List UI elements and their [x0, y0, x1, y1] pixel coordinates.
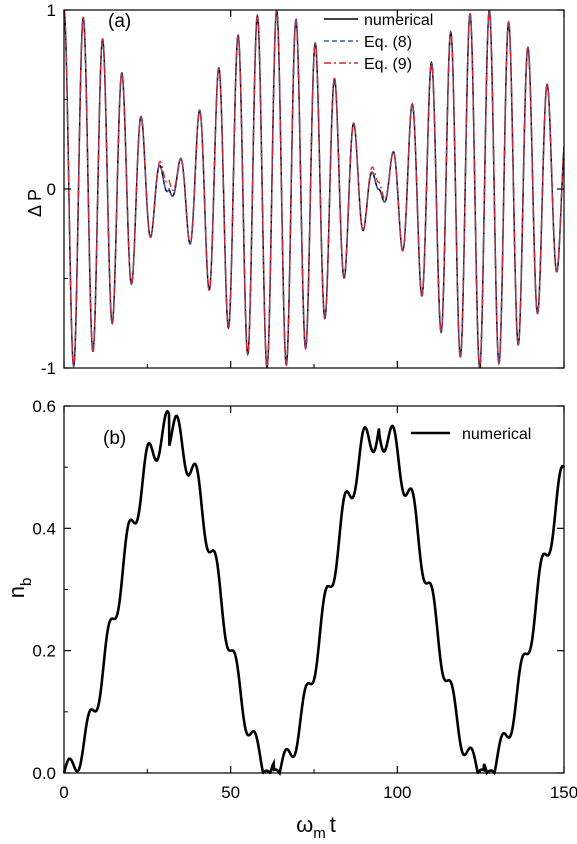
panel-a-label: (a) — [108, 11, 131, 32]
legend-a-label: Eq. (8) — [364, 34, 412, 51]
panel-a: -1 0 1 (a) numerical Eq. (8) Eq. (9) ΔP — [25, 1, 565, 378]
panel-b-frame — [63, 405, 565, 774]
panel-b-ticks: 0 50 100 150 0.0 0.2 0.4 0.6 — [32, 397, 577, 802]
panel-a-ylabel: ΔP — [25, 189, 45, 217]
panel-a-ytick-label: 0 — [47, 180, 56, 199]
legend-a-label: numerical — [364, 12, 433, 29]
panel-b-xtick-label: 0 — [59, 783, 68, 802]
panel-a-legend: numerical Eq. (8) Eq. (9) — [324, 12, 433, 73]
series-numerical-b — [62, 410, 566, 776]
panel-b-xtick-label: 150 — [550, 783, 577, 802]
panel-b-curves — [62, 410, 566, 776]
panel-b-legend: numerical — [411, 426, 531, 443]
panel-b-xtick-label: 50 — [221, 783, 240, 802]
panel-b-xtick-label: 100 — [383, 783, 411, 802]
panel-b-ytick-label: 0.2 — [32, 642, 56, 661]
ylabel-n: n — [4, 586, 29, 598]
xlabel-omega: ω — [296, 812, 313, 837]
xlabel-m-sub: m — [313, 825, 326, 842]
panel-b-ytick-label: 0.6 — [32, 397, 56, 416]
legend-b-label: numerical — [462, 426, 531, 443]
legend-a-label: Eq. (9) — [364, 56, 412, 73]
ylabel-delta: Δ — [25, 205, 45, 217]
panel-a-ytick-label: 1 — [47, 1, 56, 20]
panel-b-label: (b) — [103, 428, 126, 449]
ylabel-p: P — [25, 189, 45, 201]
panel-b-ytick-label: 0.4 — [32, 519, 56, 538]
panel-b-ylabel: nb — [4, 578, 35, 599]
panel-a-ticks: -1 0 1 — [41, 1, 565, 378]
panel-b-xlabel: ωm t — [296, 812, 336, 842]
ylabel-b-sub: b — [18, 578, 35, 586]
panel-b: 0 50 100 150 0.0 0.2 0.4 0.6 (b) numerical nb ω… — [4, 397, 577, 842]
panel-a-ytick-label: -1 — [41, 359, 56, 378]
xlabel-t: t — [330, 812, 336, 837]
panel-b-ytick-label: 0.0 — [32, 764, 56, 783]
series-eq9 — [64, 10, 564, 368]
panel-a-curves — [64, 10, 564, 368]
